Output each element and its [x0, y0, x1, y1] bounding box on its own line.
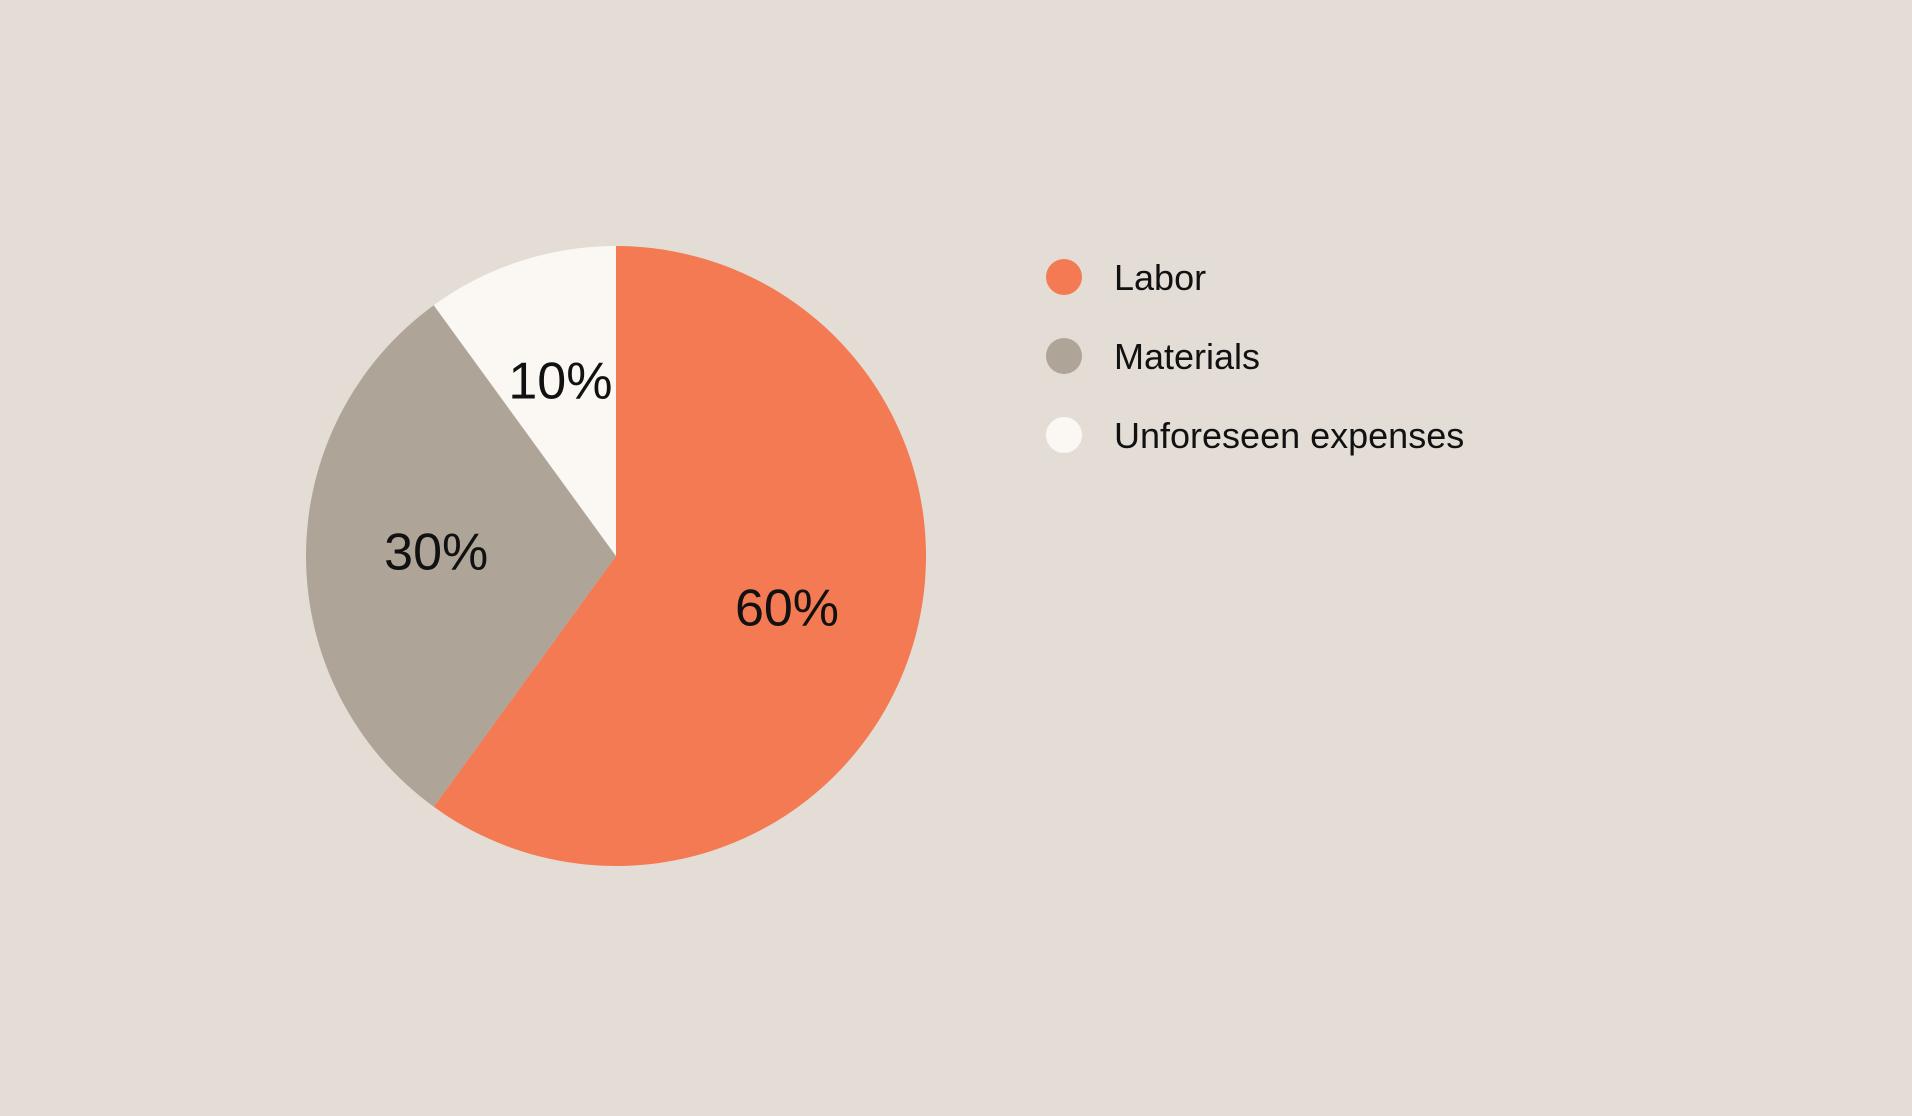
legend-item: Materials: [1046, 335, 1464, 378]
legend-swatch: [1046, 338, 1082, 374]
legend-swatch: [1046, 259, 1082, 295]
pie-slice-label: 60%: [735, 579, 839, 637]
legend-item: Unforeseen expenses: [1046, 414, 1464, 457]
pie-slice-label: 30%: [384, 523, 488, 581]
legend-swatch: [1046, 417, 1082, 453]
legend-label: Unforeseen expenses: [1114, 414, 1464, 457]
chart-legend: Labor Materials Unforeseen expenses: [1046, 256, 1464, 458]
legend-item: Labor: [1046, 256, 1464, 299]
legend-label: Materials: [1114, 335, 1260, 378]
pie-slice-label: 10%: [508, 352, 612, 410]
pie-chart-container: 60% 30% 10% Labor Materials Unforeseen expen…: [206, 186, 1706, 931]
pie-chart: 60% 30% 10%: [306, 246, 926, 871]
legend-label: Labor: [1114, 256, 1206, 299]
